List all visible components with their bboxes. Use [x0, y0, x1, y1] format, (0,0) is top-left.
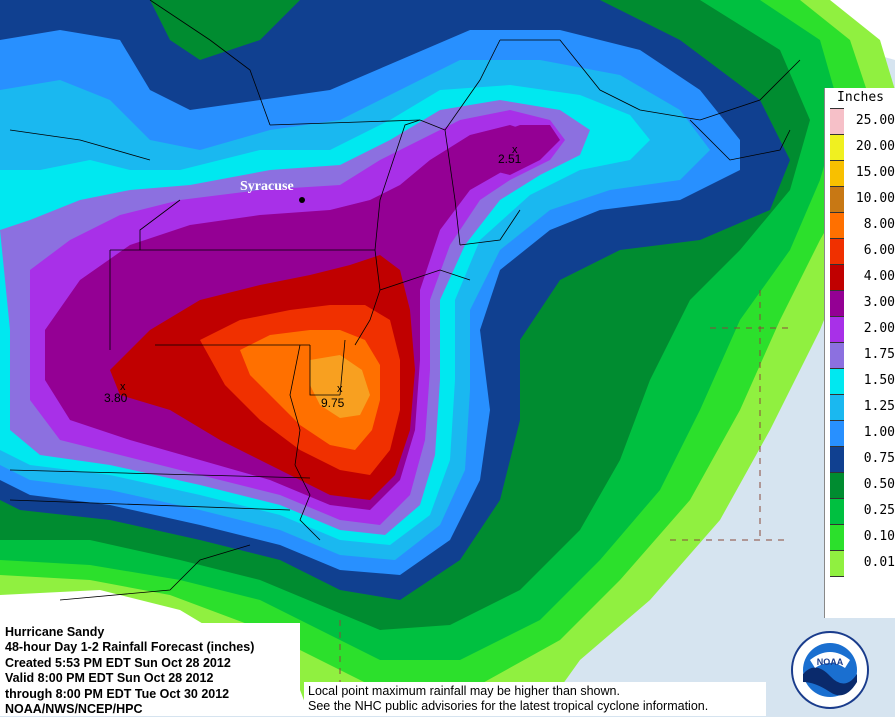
legend-value: 3.00 [863, 295, 895, 310]
max-value-label: 9.75 [321, 396, 345, 410]
legend-swatch [830, 108, 844, 134]
contour-3.00-ne [480, 125, 560, 175]
legend-value [845, 576, 895, 602]
legend-value: 0.50 [863, 477, 895, 492]
legend-swatch [830, 498, 844, 524]
legend-swatch [830, 368, 844, 394]
disclaimer-line-1: Local point maximum rainfall may be high… [308, 684, 620, 698]
legend-swatch [830, 290, 844, 316]
legend-title: Inches [837, 90, 884, 105]
max-value-label: 3.80 [104, 391, 128, 405]
legend-value: 1.00 [863, 425, 895, 440]
legend-row: 0.50 [825, 472, 895, 498]
legend-row: 1.25 [825, 394, 895, 420]
city-label-syracuse: Syracuse [240, 179, 294, 194]
legend-value: 4.00 [863, 269, 895, 284]
legend-value: 2.00 [863, 321, 895, 336]
created-time: Created 5:53 PM EDT Sun Oct 28 2012 [5, 655, 231, 670]
legend-value: 0.10 [863, 529, 895, 544]
max-marker-x: x [337, 383, 343, 395]
legend-row: 20.00 [825, 134, 895, 160]
legend: Inches 25.00 20.00 15.00 10.00 8.00 6.00 4.00 3… [824, 88, 895, 618]
legend-row [825, 576, 895, 602]
legend-value: 15.00 [855, 165, 895, 180]
legend-row: 25.00 [825, 108, 895, 134]
legend-swatch [830, 576, 844, 602]
legend-swatch [830, 186, 844, 212]
legend-swatch [830, 446, 844, 472]
legend-swatch [830, 524, 844, 550]
noaa-logo: NOAA [791, 631, 869, 709]
agency-credit: NOAA/NWS/NCEP/HPC [5, 702, 143, 717]
legend-swatch [830, 550, 844, 576]
legend-row: 0.01 [825, 550, 895, 576]
legend-row: 6.00 [825, 238, 895, 264]
legend-swatch [830, 238, 844, 264]
storm-name: Hurricane Sandy [5, 625, 105, 639]
max-marker-x: x [120, 381, 126, 393]
legend-swatch [830, 420, 844, 446]
legend-swatch [830, 342, 844, 368]
legend-row: 2.00 [825, 316, 895, 342]
legend-value: 8.00 [863, 217, 895, 232]
disclaimer-box: Local point maximum rainfall may be high… [304, 682, 766, 716]
info-box: Hurricane Sandy 48-hour Day 1-2 Rainfall… [0, 623, 300, 716]
max-value-label: 2.51 [498, 152, 522, 166]
legend-swatch [830, 212, 844, 238]
legend-row: 0.25 [825, 498, 895, 524]
legend-value: 25.00 [855, 113, 895, 128]
legend-swatch [830, 472, 844, 498]
boundaries [9, 0, 801, 601]
through-time: through 8:00 PM EDT Tue Oct 30 2012 [5, 686, 230, 701]
legend-value: 6.00 [863, 243, 895, 258]
max-marker-x: x [512, 144, 518, 156]
legend-row: 10.00 [825, 186, 895, 212]
legend-row: 15.00 [825, 160, 895, 186]
disclaimer-line-2: See the NHC public advisories for the la… [308, 699, 709, 713]
legend-swatch [830, 316, 844, 342]
legend-row: 3.00 [825, 290, 895, 316]
legend-value: 1.50 [863, 373, 895, 388]
forecast-title: 48-hour Day 1-2 Rainfall Forecast (inche… [5, 640, 255, 655]
legend-value: 10.00 [855, 191, 895, 206]
legend-row: 0.75 [825, 446, 895, 472]
city-marker-syracuse [299, 197, 305, 203]
legend-value: 1.25 [863, 399, 895, 414]
dashed-boundaries [339, 290, 790, 716]
noaa-logo-text: NOAA [817, 657, 844, 667]
contour-10.00 [310, 355, 370, 418]
legend-value: 0.01 [863, 555, 895, 570]
legend-swatch [830, 264, 844, 290]
legend-swatch [830, 160, 844, 186]
legend-row: 0.10 [825, 524, 895, 550]
legend-row: 8.00 [825, 212, 895, 238]
legend-row: 4.00 [825, 264, 895, 290]
legend-row: 1.75 [825, 342, 895, 368]
legend-value: 1.75 [863, 347, 895, 362]
legend-swatch [830, 394, 844, 420]
valid-time: Valid 8:00 PM EDT Sun Oct 28 2012 [5, 671, 214, 686]
legend-row: 1.50 [825, 368, 895, 394]
legend-swatch [830, 134, 844, 160]
legend-row: 1.00 [825, 420, 895, 446]
legend-value: 0.25 [863, 503, 895, 518]
legend-value: 20.00 [855, 139, 895, 154]
legend-value: 0.75 [863, 451, 895, 466]
